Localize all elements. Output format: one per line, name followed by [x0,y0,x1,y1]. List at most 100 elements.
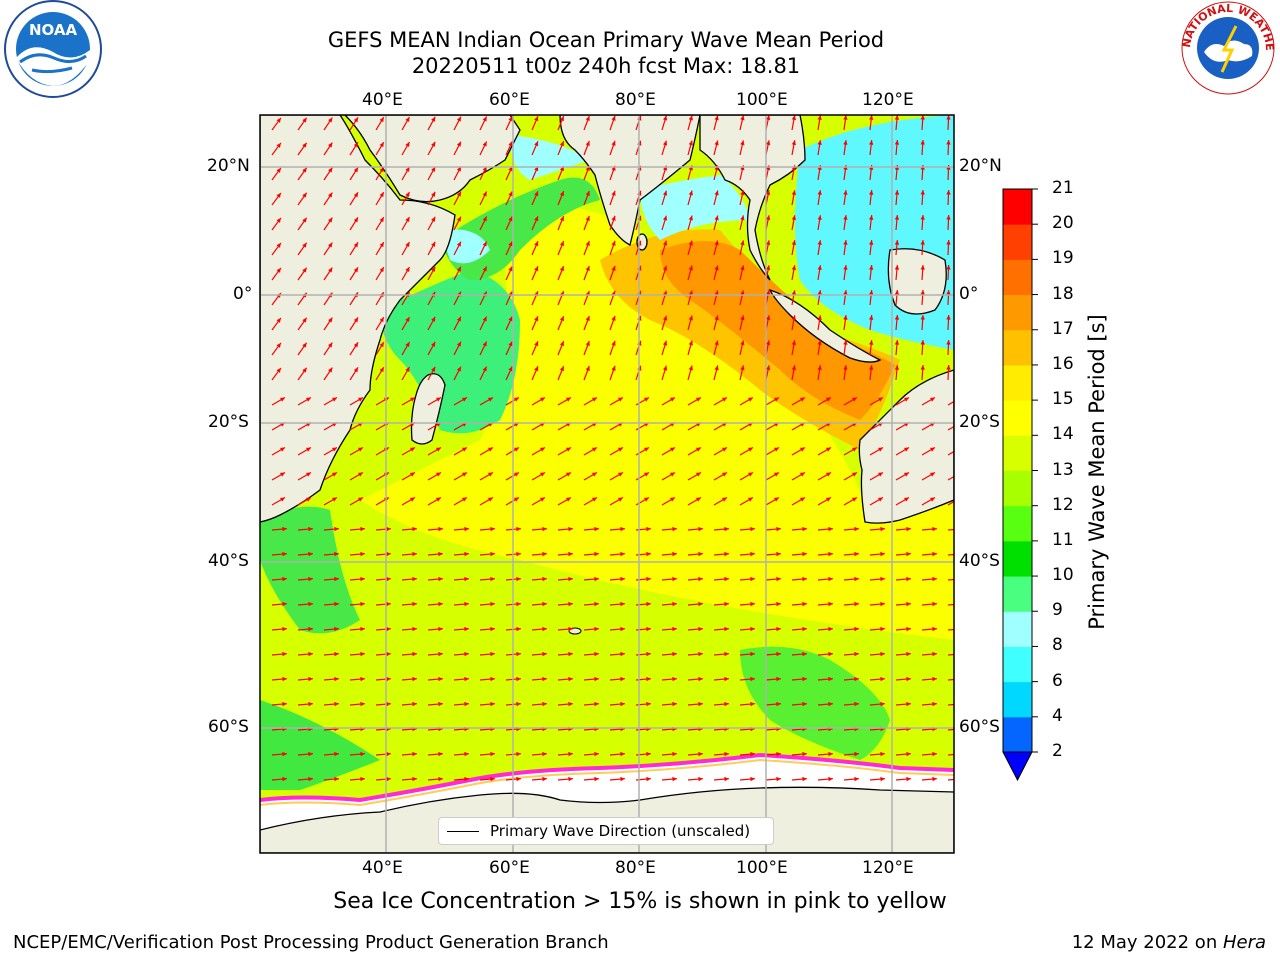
wave-arrow-head [594,751,599,757]
wave-arrow-head [776,526,781,532]
wave-arrow-head [462,447,467,452]
wave-arrow-head [410,472,415,477]
wave-arrow-head [956,473,961,477]
wave-arrow-head [776,701,781,707]
wave-arrow-head [878,497,883,502]
wave-arrow-head [920,140,925,145]
wave-arrow-head [869,315,874,320]
wave-arrow-head [930,472,935,477]
wave-arrow-head [592,497,597,502]
colorbar-segment [1003,400,1032,436]
wave-arrow-head [904,472,909,477]
wave-arrow-head [646,651,651,657]
colorbar-tick-label: 20 [1052,213,1074,234]
wave-arrow-head [958,752,963,756]
wave-arrow-head [776,676,781,682]
wave-arrow-head [379,192,384,198]
wave-arrow-head [817,190,822,195]
wave-arrow-head [360,601,365,607]
wave-arrow-head [906,576,911,582]
wave-arrow-head [559,366,564,372]
wave-arrow-head [765,240,771,246]
colorbar-segment [1003,505,1032,542]
wave-arrow-head [672,676,677,682]
wave-arrow-head [516,626,521,632]
wave-arrow-head [438,701,443,707]
wave-arrow-head [540,397,545,402]
wave-arrow-head [353,117,359,123]
wave-arrow-head [379,142,384,148]
wave-arrow-head [828,576,833,582]
wave-arrow-head [358,497,363,502]
wave-arrow-head [946,240,951,245]
wave-arrow-head [854,776,859,782]
wave-arrow-head [438,776,443,782]
wave-arrow-head [817,140,822,145]
legend-label: Primary Wave Direction (unscaled) [490,822,751,840]
wave-arrow-head [412,651,417,657]
wave-arrow-head [854,601,859,607]
wave-arrow-head [482,316,487,322]
wave-arrow-head [379,217,384,223]
wave-arrow-head [932,676,937,682]
wave-arrow-head [854,626,859,632]
wave-arrow-head [482,116,487,122]
wave-arrow-head [534,266,539,272]
wave-arrow-head [698,751,703,757]
wave-arrow-head [585,140,590,146]
wave-arrow-head [431,266,436,272]
wave-arrow-head [405,191,410,197]
wave-arrow-head [802,526,807,532]
wave-arrow-head [904,447,909,452]
wave-arrow-head [412,526,417,532]
wave-arrow-head [724,676,729,682]
wave-arrow-head [930,447,935,452]
wave-arrow-head [559,216,564,222]
wave-arrow-head [774,447,779,452]
wave-arrow-head [765,340,771,346]
wave-arrow-head [482,141,487,147]
wave-arrow-head [306,397,311,402]
wave-arrow-head [334,751,339,757]
wave-arrow-head [932,776,937,782]
wave-arrow-head [490,526,495,532]
wave-arrow-head [946,265,951,270]
wave-arrow-head [894,315,900,320]
wave-arrow-head [878,397,883,402]
wave-arrow-head [894,340,900,345]
wave-arrow-head [826,497,831,502]
wave-arrow-head [353,217,359,223]
wave-arrow-head [594,526,599,532]
wave-arrow-head [644,497,649,502]
wave-arrow-shaft [947,603,954,606]
wave-arrow-head [765,315,771,321]
wave-arrow-head [611,140,616,146]
wave-arrow-head [412,751,417,757]
wave-arrow-head [559,116,564,122]
wave-arrow-head [946,115,951,120]
wave-arrow-head [688,215,693,221]
wave-arrow-head [852,447,857,452]
wave-arrow-head [826,447,831,452]
wave-arrow-head [869,265,874,270]
period-10-11-southwest [260,506,360,634]
wave-arrow-head [431,191,436,197]
wave-arrow-head [828,626,833,632]
wave-arrow-head [843,265,848,270]
wave-arrow-head [620,626,625,632]
colorbar-tick-label: 8 [1052,635,1063,656]
wave-arrow-head [828,676,833,682]
colorbar-segment [1003,329,1032,366]
wave-arrow-head [386,676,391,682]
wave-arrow-head [776,776,781,782]
wave-arrow-head [542,751,547,757]
wave-arrow-head [482,266,487,272]
wave-arrow-head [740,140,745,146]
wave-arrow-head [358,472,363,477]
wave-arrow-head [308,576,313,582]
wave-arrow-head [302,142,307,148]
colorbar-tick-label: 12 [1052,494,1074,515]
colorbar-segment [1003,611,1032,647]
wave-arrow-head [488,472,493,477]
wave-arrow-head [906,676,911,682]
